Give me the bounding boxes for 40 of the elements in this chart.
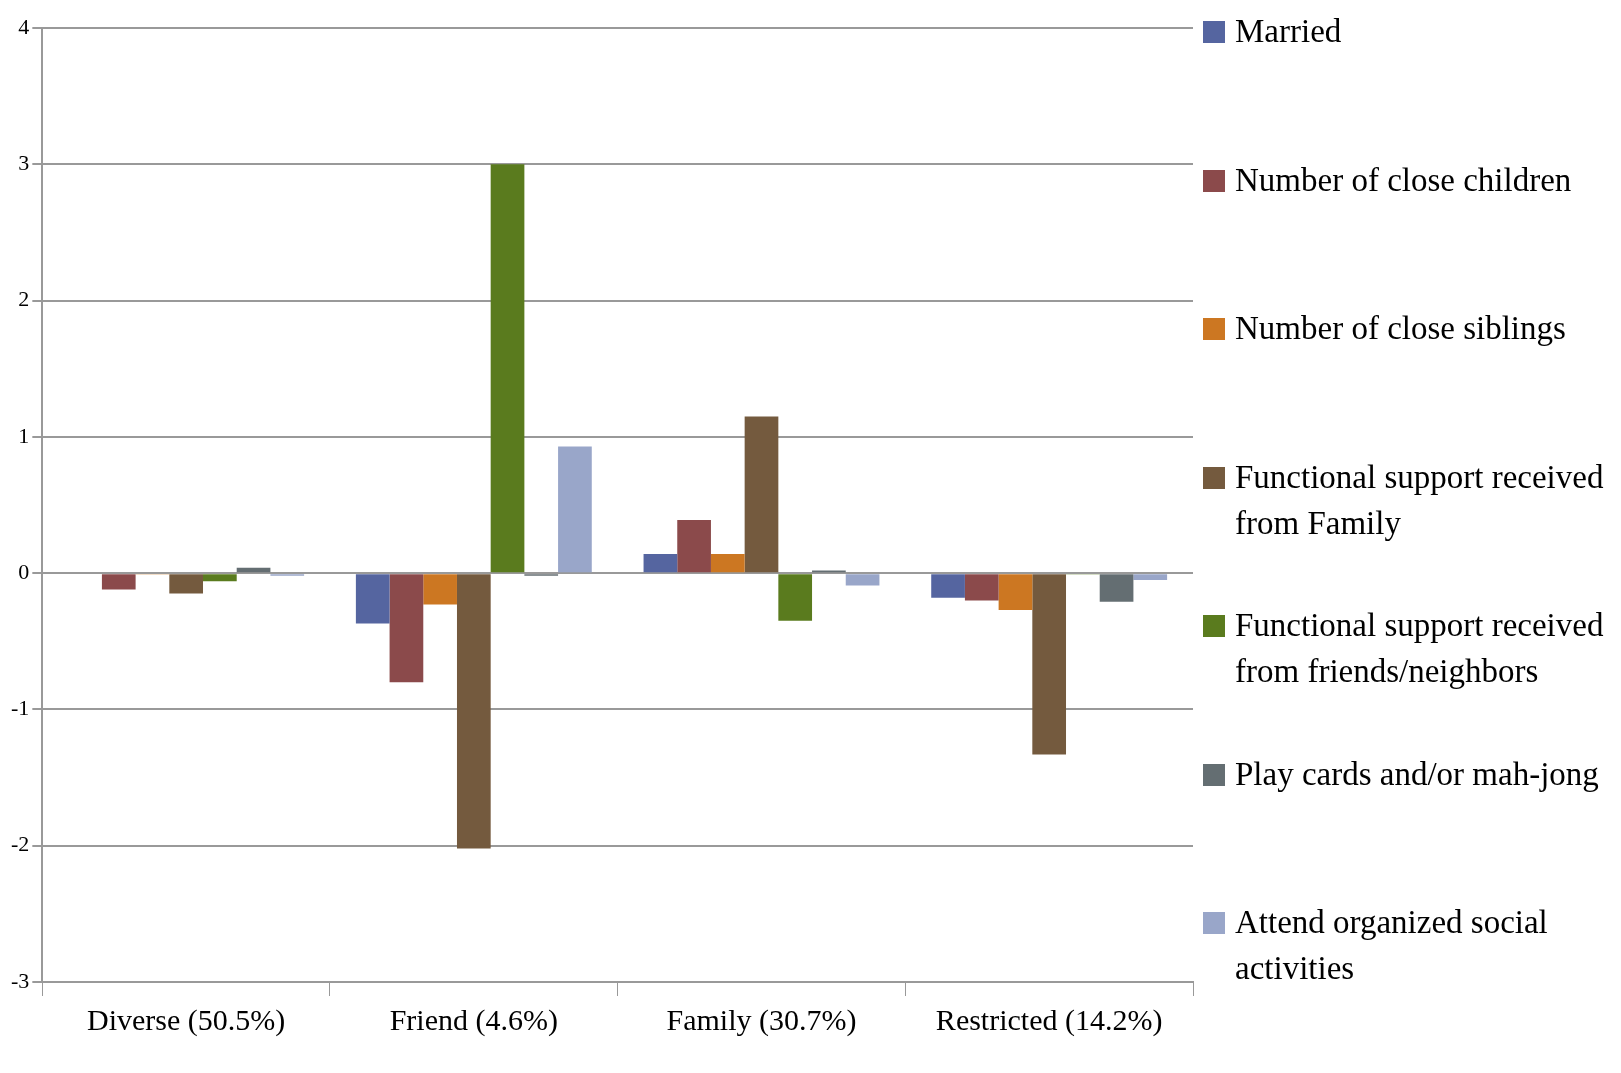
bar <box>203 574 237 582</box>
x-tick-label: Family (30.7%) <box>666 1002 857 1037</box>
bar <box>964 574 999 601</box>
bar <box>931 574 965 598</box>
y-tick-label: 3 <box>18 150 30 176</box>
y-tick-label: 0 <box>18 558 30 584</box>
legend-label: Functional support received from Family <box>1235 457 1605 543</box>
bar <box>778 574 813 621</box>
bar <box>169 574 204 594</box>
x-tick-label: Friend (4.6%) <box>389 1002 558 1037</box>
y-tick-label: 4 <box>18 13 30 39</box>
legend-label: Play cards and/or mah-jong <box>1235 754 1599 794</box>
legend-label: Married <box>1235 12 1342 51</box>
bar <box>456 574 491 849</box>
y-tick-label: -3 <box>11 967 30 993</box>
legend-label: Attend organized social activities <box>1235 903 1549 989</box>
bar <box>677 519 711 573</box>
bar <box>423 574 457 605</box>
bar <box>355 574 390 624</box>
bar <box>1099 574 1134 602</box>
x-tick-label: Diverse (50.5%) <box>87 1002 286 1037</box>
bar <box>1032 574 1067 755</box>
x-tick-label: Restricted (14.2%) <box>935 1002 1163 1037</box>
bar <box>710 554 745 573</box>
y-tick-label: 2 <box>18 286 30 312</box>
y-tick-label: -1 <box>11 695 30 721</box>
bar <box>101 574 136 590</box>
y-tick-label: -2 <box>11 831 30 857</box>
legend-label: Number of close siblings <box>1235 309 1566 349</box>
legend-label: Functional support received from friends/neighbors <box>1235 606 1605 692</box>
bar <box>744 416 779 573</box>
bar <box>845 574 880 586</box>
bar <box>558 446 592 573</box>
legend-label: Number of close children <box>1235 160 1572 200</box>
bar <box>998 574 1033 610</box>
bar <box>643 554 678 573</box>
bar <box>1133 574 1168 580</box>
y-tick-label: 1 <box>18 422 30 448</box>
bar <box>490 164 525 573</box>
bar <box>389 574 424 683</box>
